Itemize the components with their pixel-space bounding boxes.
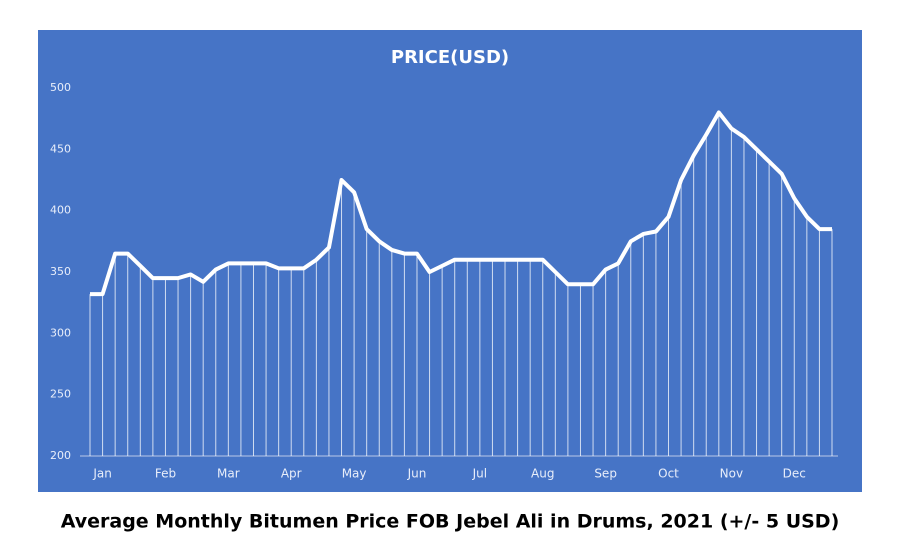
x-tick-label: Sep: [594, 467, 617, 481]
x-tick-label: Jun: [407, 467, 427, 481]
caption: Average Monthly Bitumen Price FOB Jebel …: [61, 511, 840, 533]
x-tick-label: Aug: [531, 467, 554, 481]
x-tick-label: May: [342, 467, 367, 481]
y-tick-label: 400: [50, 204, 71, 217]
y-tick-label: 250: [50, 388, 71, 401]
price-line: [90, 110, 832, 297]
x-tick-label: Apr: [281, 467, 302, 481]
x-tick-label: Jan: [92, 467, 112, 481]
x-tick-label: Oct: [658, 467, 679, 481]
y-tick-label: 300: [50, 326, 71, 339]
x-tick-label: Mar: [217, 467, 240, 481]
x-tick-label: Dec: [783, 467, 806, 481]
y-tick-label: 200: [50, 449, 71, 462]
y-tick-label: 350: [50, 265, 71, 278]
chart-title: PRICE(USD): [391, 47, 509, 68]
x-tick-label: Feb: [155, 467, 176, 481]
x-tick-label: Nov: [720, 467, 743, 481]
y-tick-label: 500: [50, 81, 71, 94]
x-tick-label: Jul: [472, 467, 487, 481]
y-tick-label: 450: [50, 142, 71, 155]
